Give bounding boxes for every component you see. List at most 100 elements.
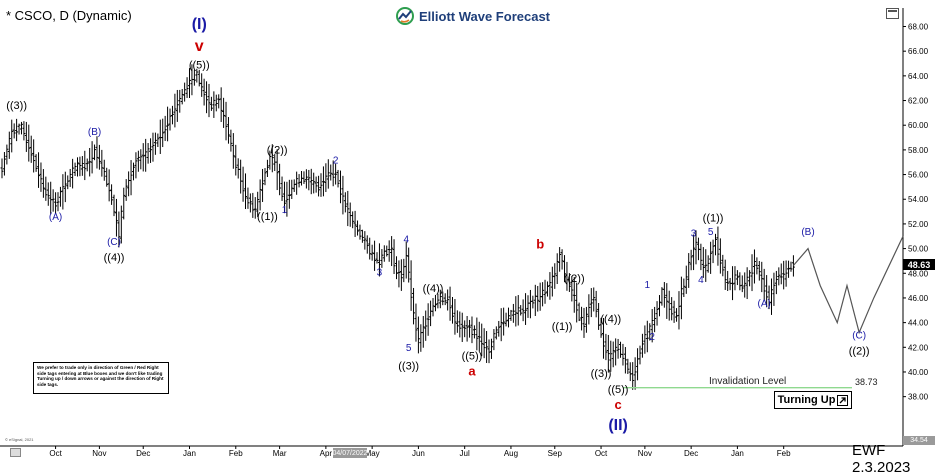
- ohlc-bar: [480, 323, 484, 357]
- ohlc-bar: [662, 282, 666, 308]
- ohlc-bar: [173, 93, 177, 128]
- ohlc-bar: [436, 293, 440, 309]
- ohlc-bar: [39, 162, 43, 192]
- wave-label: (A): [49, 212, 62, 223]
- ohlc-bar: [694, 230, 698, 265]
- ohlc-bar: [584, 306, 588, 333]
- ohlc-bar: [202, 78, 206, 106]
- ohlc-bar: [779, 263, 783, 285]
- ohlc-bar: [390, 236, 394, 267]
- ohlc-bar: [718, 238, 722, 274]
- ohlc-bar: [253, 197, 257, 219]
- ohlc-bar: [338, 170, 342, 204]
- ohlc-bar: [670, 297, 674, 321]
- x-tick-label: Feb: [229, 449, 243, 458]
- chart-title: * CSCO, D (Dynamic): [6, 8, 132, 23]
- ohlc-bar: [163, 115, 167, 141]
- ohlc-bar: [29, 135, 33, 163]
- ohlc-bar: [387, 240, 391, 262]
- ohlc-bar: [34, 154, 38, 172]
- ohlc-bar: [229, 129, 233, 152]
- ohlc-bar: [740, 275, 744, 293]
- ohlc-bar: [236, 158, 240, 179]
- ohlc-bar: [285, 181, 289, 217]
- y-tick-label: 60.00: [908, 121, 929, 130]
- ohlc-bar: [558, 247, 562, 272]
- ohlc-bar: [326, 159, 330, 189]
- ohlc-bar: [139, 149, 143, 170]
- ohlc-bar: [75, 157, 79, 177]
- x-tick-label: May: [365, 449, 380, 458]
- ohlc-bar: [392, 239, 396, 274]
- ohlc-bar: [97, 144, 101, 170]
- ohlc-bar: [144, 138, 148, 172]
- ohlc-bar: [419, 324, 423, 352]
- y-tick-label: 64.00: [908, 72, 929, 81]
- ohlc-bar: [166, 106, 170, 142]
- ohlc-bar: [597, 302, 601, 330]
- ohlc-bar: [545, 281, 549, 297]
- ohlc-bar: [292, 179, 296, 192]
- x-tick-label: Feb: [777, 449, 791, 458]
- ohlc-bar: [563, 255, 567, 283]
- ohlc-bar: [421, 316, 425, 348]
- ohlc-bar: [738, 272, 742, 291]
- ohlc-bar: [178, 89, 182, 113]
- ohlc-bar: [256, 191, 260, 217]
- ohlc-bar: [234, 144, 238, 176]
- arrow-up-right-icon: [837, 394, 849, 406]
- ohlc-bar: [526, 295, 530, 318]
- price-axis: 38.00 40.00 42.00 44.00 46.00 48.00 50.00 52.00…: [903, 23, 929, 402]
- ohlc-bar: [594, 290, 598, 318]
- ohlc-bar: [317, 175, 321, 197]
- ohlc-bar: [782, 260, 786, 290]
- ohlc-bar: [15, 118, 19, 142]
- ohlc-bar: [114, 198, 118, 237]
- price-bars: [0, 64, 795, 390]
- ohlc-bar: [358, 224, 362, 240]
- ohlc-bar: [760, 261, 764, 293]
- ohlc-bar: [716, 226, 720, 266]
- ohlc-bar: [519, 305, 523, 316]
- ohlc-bar: [567, 273, 571, 292]
- scroll-handle[interactable]: [10, 448, 21, 457]
- ohlc-bar: [282, 181, 286, 214]
- ohlc-bar: [278, 163, 282, 196]
- maximize-icon[interactable]: [886, 8, 899, 19]
- ohlc-bar: [636, 348, 640, 381]
- ohlc-bar: [543, 279, 547, 304]
- ohlc-bar: [319, 173, 323, 197]
- ohlc-chart[interactable]: 38.00 40.00 42.00 44.00 46.00 48.00 50.00 52.00…: [0, 0, 940, 459]
- ohlc-bar: [63, 171, 67, 203]
- ohlc-bar: [61, 174, 65, 210]
- ohlc-bar: [153, 132, 157, 155]
- ohlc-bar: [492, 329, 496, 351]
- ohlc-bar: [27, 124, 31, 162]
- ohlc-bar: [131, 162, 135, 181]
- wave-label: (B): [88, 127, 101, 138]
- ohlc-bar: [2, 151, 6, 176]
- ohlc-bar: [570, 275, 574, 302]
- y-tick-label: 42.00: [908, 343, 929, 352]
- ohlc-bar: [217, 94, 221, 109]
- ohlc-bar: [90, 141, 94, 174]
- ohlc-bar: [73, 162, 77, 176]
- x-tick-label: Aug: [504, 449, 518, 458]
- ohlc-bar: [85, 158, 89, 172]
- ohlc-bar: [41, 169, 45, 198]
- ohlc-bar: [329, 164, 333, 181]
- ohlc-bar: [346, 190, 350, 227]
- x-tick-label: Oct: [49, 449, 62, 458]
- x-tick-label: Nov: [638, 449, 652, 458]
- ohlc-bar: [653, 306, 657, 333]
- x-tick-label: Dec: [684, 449, 698, 458]
- ohlc-bar: [80, 156, 84, 176]
- ohlc-bar: [363, 231, 367, 250]
- ohlc-bar: [706, 255, 710, 273]
- ohlc-bar: [692, 234, 696, 271]
- ohlc-bar: [122, 187, 126, 220]
- ohlc-bar: [102, 159, 106, 181]
- ohlc-bar: [723, 259, 727, 290]
- ohlc-bar: [44, 176, 48, 201]
- wave-label: (I): [192, 16, 207, 33]
